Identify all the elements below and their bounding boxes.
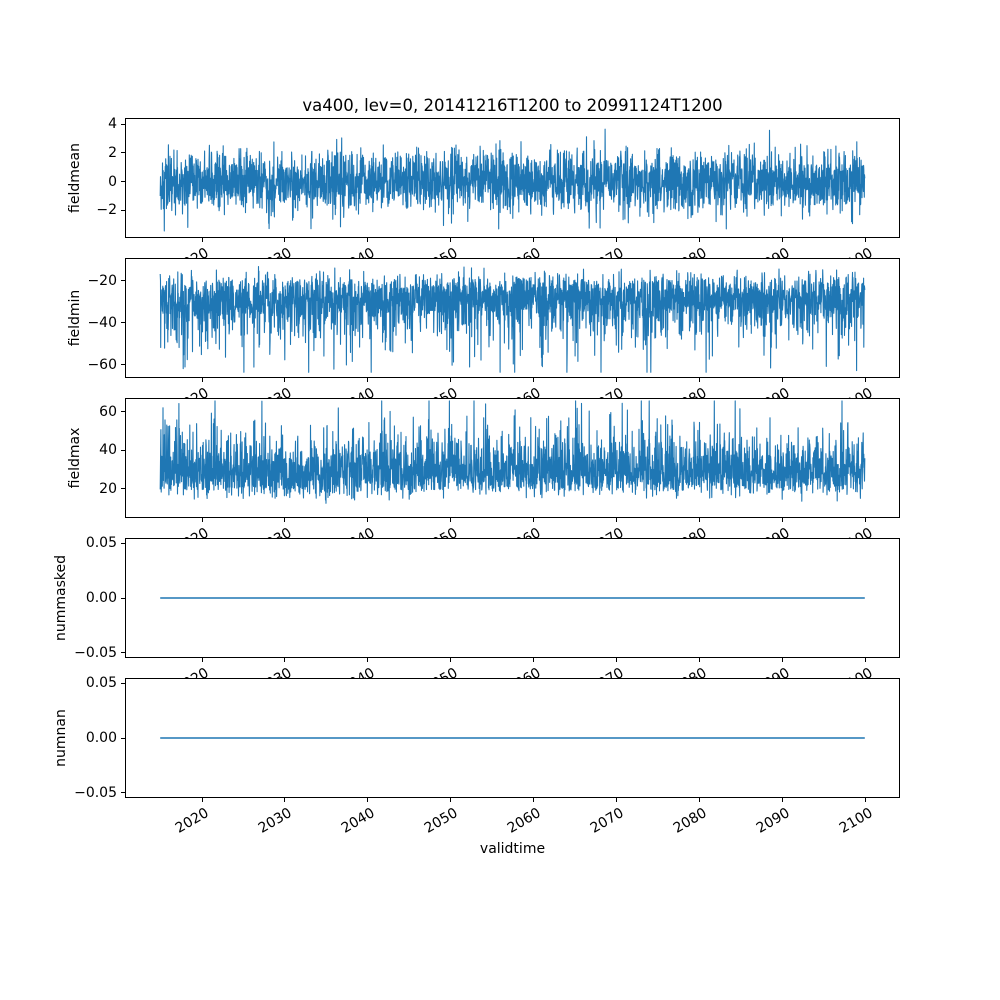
nummasked-axis-label: nummasked — [53, 554, 69, 642]
x-tick-mark — [699, 798, 701, 802]
x-tick-mark — [616, 658, 618, 662]
x-tick-label: 2090 — [753, 805, 793, 837]
x-tick-label: 2040 — [339, 805, 378, 837]
y-tick-label: 40 — [99, 442, 117, 459]
y-tick-label: 20 — [99, 480, 117, 497]
fieldmean-axis-label: fieldmean — [67, 143, 83, 213]
x-tick-mark — [201, 798, 203, 802]
x-tick-mark — [450, 238, 452, 242]
x-tick-mark — [201, 518, 203, 522]
x-axis-label: validtime — [479, 841, 546, 857]
y-tick-label: −0.05 — [74, 644, 117, 661]
x-tick-label: 2100 — [836, 805, 876, 837]
x-tick-mark — [201, 238, 203, 242]
y-tick-label: 60 — [99, 403, 117, 420]
nummasked-plot-area — [125, 538, 900, 658]
x-tick-mark — [201, 658, 203, 662]
x-tick-mark — [284, 238, 286, 242]
x-tick-mark — [533, 378, 535, 382]
x-tick-mark — [616, 378, 618, 382]
x-tick-label: 2020 — [173, 805, 213, 837]
x-tick-mark — [782, 518, 784, 522]
y-tick-label: 0.05 — [85, 535, 117, 552]
fieldmin-series-line — [159, 266, 866, 373]
x-tick-mark — [699, 518, 701, 522]
x-tick-mark — [699, 238, 701, 242]
x-tick-mark — [533, 798, 535, 802]
nummasked-series-line — [159, 597, 866, 599]
x-tick-mark — [865, 378, 867, 382]
x-tick-mark — [450, 378, 452, 382]
x-tick-mark — [450, 658, 452, 662]
x-tick-mark — [782, 238, 784, 242]
chart-title: va400, lev=0, 20141216T1200 to 20991124T… — [302, 96, 723, 115]
x-tick-mark — [284, 378, 286, 382]
x-tick-mark — [782, 378, 784, 382]
y-tick-label: 0.05 — [85, 675, 117, 692]
x-tick-mark — [367, 518, 369, 522]
subplot-numnan: numnan 0.05 0.00 −0.05 2020 2030 2040 2050 206… — [0, 675, 1000, 848]
x-tick-label: 2070 — [587, 805, 627, 837]
x-tick-mark — [865, 798, 867, 802]
fieldmean-plot-area — [125, 118, 900, 238]
numnan-axis-label: numnan — [53, 709, 69, 767]
x-tick-mark — [533, 238, 535, 242]
x-tick-mark — [201, 378, 203, 382]
y-tick-label: 0 — [108, 173, 117, 190]
x-tick-mark — [367, 658, 369, 662]
x-tick-mark — [616, 798, 618, 802]
fieldmean-series-line — [159, 128, 866, 232]
fieldmax-plot-area — [125, 398, 900, 518]
y-tick-label: −40 — [87, 314, 117, 331]
x-tick-mark — [616, 518, 618, 522]
fieldmin-axis-label: fieldmin — [67, 289, 83, 347]
x-tick-label: 2050 — [421, 805, 461, 837]
y-tick-label: −2 — [96, 202, 117, 219]
x-tick-mark — [865, 658, 867, 662]
y-tick-label: 2 — [108, 144, 117, 161]
fieldmin-plot-area — [125, 258, 900, 378]
x-tick-mark — [865, 238, 867, 242]
numnan-plot-area — [125, 678, 900, 798]
x-tick-mark — [782, 798, 784, 802]
y-tick-label: 4 — [108, 116, 117, 133]
x-tick-mark — [699, 378, 701, 382]
numnan-series-line — [159, 737, 866, 739]
x-tick-mark — [284, 798, 286, 802]
x-tick-mark — [699, 658, 701, 662]
fieldmax-axis-label: fieldmax — [67, 427, 83, 489]
fieldmax-series-line — [159, 400, 866, 504]
y-tick-label: −0.05 — [74, 784, 117, 801]
x-tick-label: 2030 — [256, 805, 295, 837]
x-tick-mark — [533, 658, 535, 662]
x-tick-mark — [616, 238, 618, 242]
subplot-fieldmean: fieldmean 420−2 202020302040205020602070… — [0, 116, 1000, 288]
x-tick-mark — [367, 238, 369, 242]
x-tick-mark — [284, 518, 286, 522]
x-tick-label: 2080 — [670, 805, 710, 837]
x-tick-mark — [450, 518, 452, 522]
x-tick-mark — [450, 798, 452, 802]
x-tick-mark — [533, 518, 535, 522]
x-tick-label: 2060 — [504, 805, 544, 837]
y-tick-label: −20 — [87, 272, 117, 289]
x-tick-mark — [367, 798, 369, 802]
x-tick-mark — [284, 658, 286, 662]
x-tick-mark — [865, 518, 867, 522]
x-tick-mark — [367, 378, 369, 382]
y-tick-label: −60 — [87, 356, 117, 373]
x-tick-mark — [782, 658, 784, 662]
